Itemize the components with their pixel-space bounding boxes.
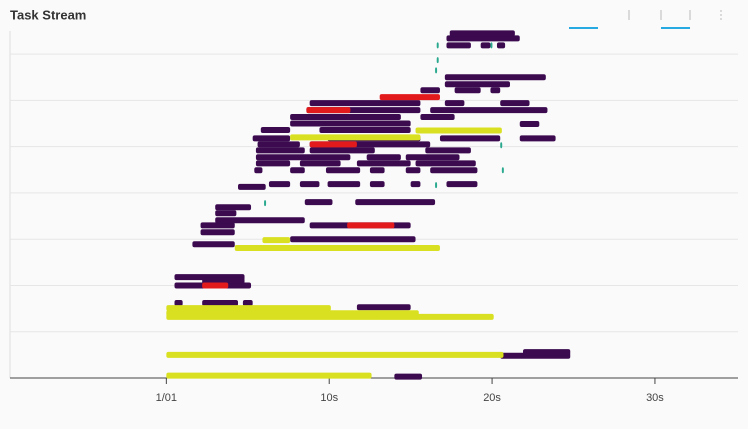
task [379, 94, 440, 101]
task [192, 241, 235, 248]
task [242, 300, 253, 307]
task [449, 30, 515, 37]
chart-title: Task Stream [10, 7, 86, 22]
task [309, 147, 375, 154]
task [255, 154, 351, 161]
x-tick-label: 10s [320, 392, 338, 404]
x-tick-label: 30s [646, 392, 664, 404]
task [200, 222, 235, 229]
task [257, 141, 300, 148]
task [444, 100, 465, 107]
task [444, 74, 546, 81]
task [319, 127, 411, 134]
task [496, 42, 506, 49]
task [490, 87, 501, 94]
task [410, 181, 421, 188]
task [356, 160, 411, 167]
task [420, 87, 440, 94]
task [325, 167, 361, 174]
task [366, 154, 401, 161]
task [501, 167, 504, 174]
task [309, 100, 421, 107]
task [519, 120, 540, 127]
task [202, 300, 239, 307]
task [454, 87, 481, 94]
task [490, 42, 493, 49]
task [405, 154, 460, 161]
task [174, 300, 183, 307]
task [446, 42, 471, 49]
task [260, 127, 291, 134]
task [306, 107, 351, 114]
task [500, 100, 530, 107]
task [264, 200, 267, 207]
task [255, 160, 291, 167]
task [252, 135, 291, 142]
task [166, 351, 504, 358]
task [290, 134, 421, 141]
task [290, 114, 401, 121]
task [415, 160, 476, 167]
task [290, 236, 416, 243]
task [166, 305, 331, 312]
task [439, 135, 501, 142]
task [202, 282, 229, 289]
task [435, 67, 438, 74]
task [446, 35, 520, 42]
task [405, 167, 421, 174]
x-tick-label: 1/01 [156, 392, 177, 404]
task [436, 57, 439, 64]
task [202, 277, 245, 284]
task [500, 142, 503, 149]
task [215, 217, 305, 224]
task [327, 181, 361, 188]
task [435, 182, 438, 189]
task [369, 181, 385, 188]
task [420, 114, 455, 121]
task [254, 167, 263, 174]
task [262, 237, 291, 244]
task [215, 210, 237, 217]
task [238, 183, 266, 190]
task [436, 42, 439, 49]
task [480, 42, 491, 49]
task [355, 199, 436, 206]
task [430, 167, 478, 174]
task [234, 244, 440, 251]
task [369, 167, 385, 174]
task [299, 181, 320, 188]
task [519, 135, 556, 142]
task [290, 167, 305, 174]
task [200, 229, 235, 236]
task [309, 141, 357, 148]
task [304, 199, 333, 206]
task [415, 127, 502, 134]
task [166, 372, 372, 379]
task [394, 373, 423, 380]
task [347, 222, 395, 229]
task [255, 147, 305, 154]
task [215, 204, 252, 211]
task [166, 313, 494, 320]
task [430, 107, 548, 114]
task [299, 160, 341, 167]
x-tick-label: 20s [483, 392, 501, 404]
task [444, 81, 510, 88]
task [425, 147, 471, 154]
task [523, 349, 571, 356]
task [268, 181, 291, 188]
task [356, 304, 411, 311]
task [446, 181, 478, 188]
task [290, 120, 411, 127]
toolbar[interactable] [569, 10, 722, 29]
